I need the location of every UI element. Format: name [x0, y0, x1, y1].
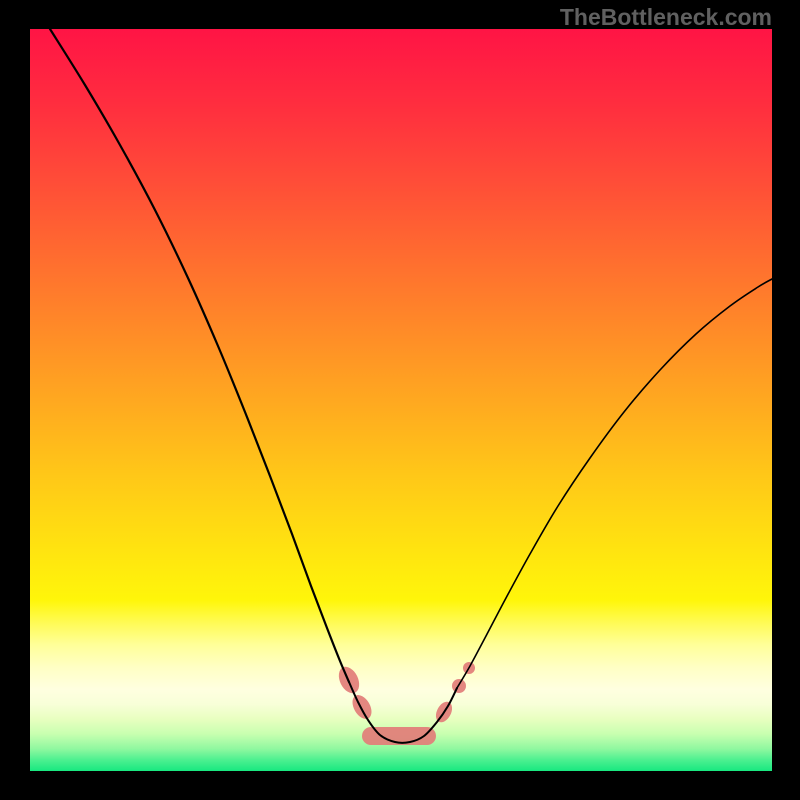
left-curve: [50, 29, 349, 682]
plot-area: [30, 29, 772, 771]
right-curve: [457, 279, 772, 688]
stage: TheBottleneck.com: [0, 0, 800, 800]
curve-overlay: [30, 29, 772, 771]
watermark-text: TheBottleneck.com: [560, 4, 772, 31]
salmon-highlight-band: [335, 662, 475, 745]
